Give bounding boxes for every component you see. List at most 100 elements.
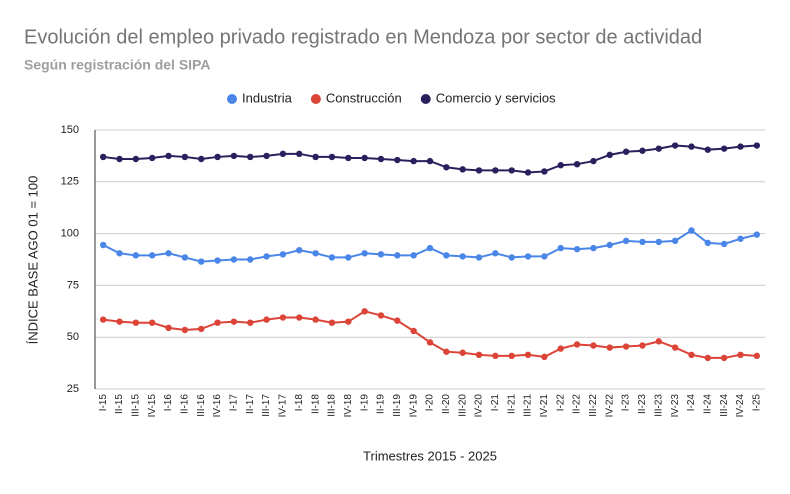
x-tick-label: IV-18 [343,394,354,418]
data-point [410,252,417,259]
x-tick-label: IV-19 [408,394,419,418]
y-tick-label: 75 [67,279,79,291]
data-point [524,169,532,176]
data-point [214,257,221,264]
x-tick-label: I-17 [229,394,240,412]
data-point [753,142,761,149]
data-point [541,253,548,260]
data-point [181,326,189,334]
data-point [198,155,205,163]
data-point [590,342,597,349]
data-point [198,325,205,333]
x-tick-label: IV-24 [735,394,746,418]
data-point [426,244,434,252]
data-point [443,348,450,355]
data-point [410,327,417,335]
data-point [377,251,385,258]
data-point [606,151,613,159]
y-axis-label: ÍNDICE BASE AGO 01 = 100 [25,176,40,345]
x-axis-label: Trimestres 2015 - 2025 [363,448,497,463]
data-point [263,253,270,260]
data-point [688,351,695,359]
x-tick-label: IV-17 [278,394,289,418]
data-point [541,168,548,175]
x-tick-label: IV-15 [147,394,158,418]
data-point [148,319,156,326]
x-tick-label: III-19 [392,394,403,417]
data-point [198,258,205,265]
data-point [328,319,336,326]
data-point [296,246,303,254]
data-point [720,240,728,248]
data-point [377,312,385,319]
data-point [148,154,156,162]
data-point [99,241,107,249]
data-point [655,238,662,246]
data-point [639,342,646,349]
data-point [508,352,515,360]
data-point [753,352,761,360]
data-point [116,155,123,163]
x-tick-label: IV-20 [474,394,485,418]
data-point [328,254,336,261]
x-tick-label: I-16 [163,394,174,412]
data-point [508,167,515,174]
data-point [671,344,679,351]
data-point [132,155,140,163]
data-point [655,338,662,345]
series-line [103,310,757,359]
data-point [247,319,254,326]
x-tick-label: III-17 [261,394,272,417]
x-tick-label: II-17 [245,394,256,414]
data-point [475,351,483,359]
x-tick-label: I-18 [294,394,305,412]
data-point [263,152,270,160]
data-point [492,167,499,174]
x-tick-label: III-15 [130,394,141,417]
data-point [345,154,352,162]
data-point [557,345,564,352]
data-point [688,227,695,234]
data-point [639,238,646,246]
x-tick-label: III-24 [719,394,730,417]
x-tick-label: IV-22 [604,394,615,418]
data-point [410,157,417,165]
y-tick-label: 125 [61,176,79,188]
chart-title: Evolución del empleo privado registrado … [24,26,702,48]
data-point [606,241,613,249]
data-point [671,237,679,245]
data-point [622,148,630,155]
data-point [296,150,303,158]
data-point [279,150,287,158]
data-point [524,253,532,260]
data-point [639,147,646,154]
data-point [590,157,597,165]
data-point [165,250,172,257]
data-point [116,318,123,325]
data-point [361,250,368,257]
data-point [557,244,564,252]
x-tick-label: II-22 [572,394,583,414]
data-point [459,166,466,173]
data-point [704,239,712,247]
y-tick-label: 150 [61,124,79,136]
data-point [263,316,270,323]
data-point [492,250,499,257]
legend-marker [310,94,321,104]
y-tick-label: 25 [67,383,79,395]
data-point [394,156,401,164]
data-point [753,231,761,238]
data-point [655,145,662,152]
x-tick-label: I-15 [98,394,109,412]
data-point [279,314,287,321]
legend-label: Construcción [326,90,402,105]
x-tick-label: II-21 [506,394,517,414]
x-tick-label: III-23 [653,394,664,417]
data-point [590,244,597,252]
x-tick-label: I-19 [359,394,370,412]
chart-subtitle: Según registración del SIPA [24,57,210,73]
x-tick-label: I-23 [621,394,632,412]
data-point [622,237,630,245]
legend-marker [227,94,237,104]
